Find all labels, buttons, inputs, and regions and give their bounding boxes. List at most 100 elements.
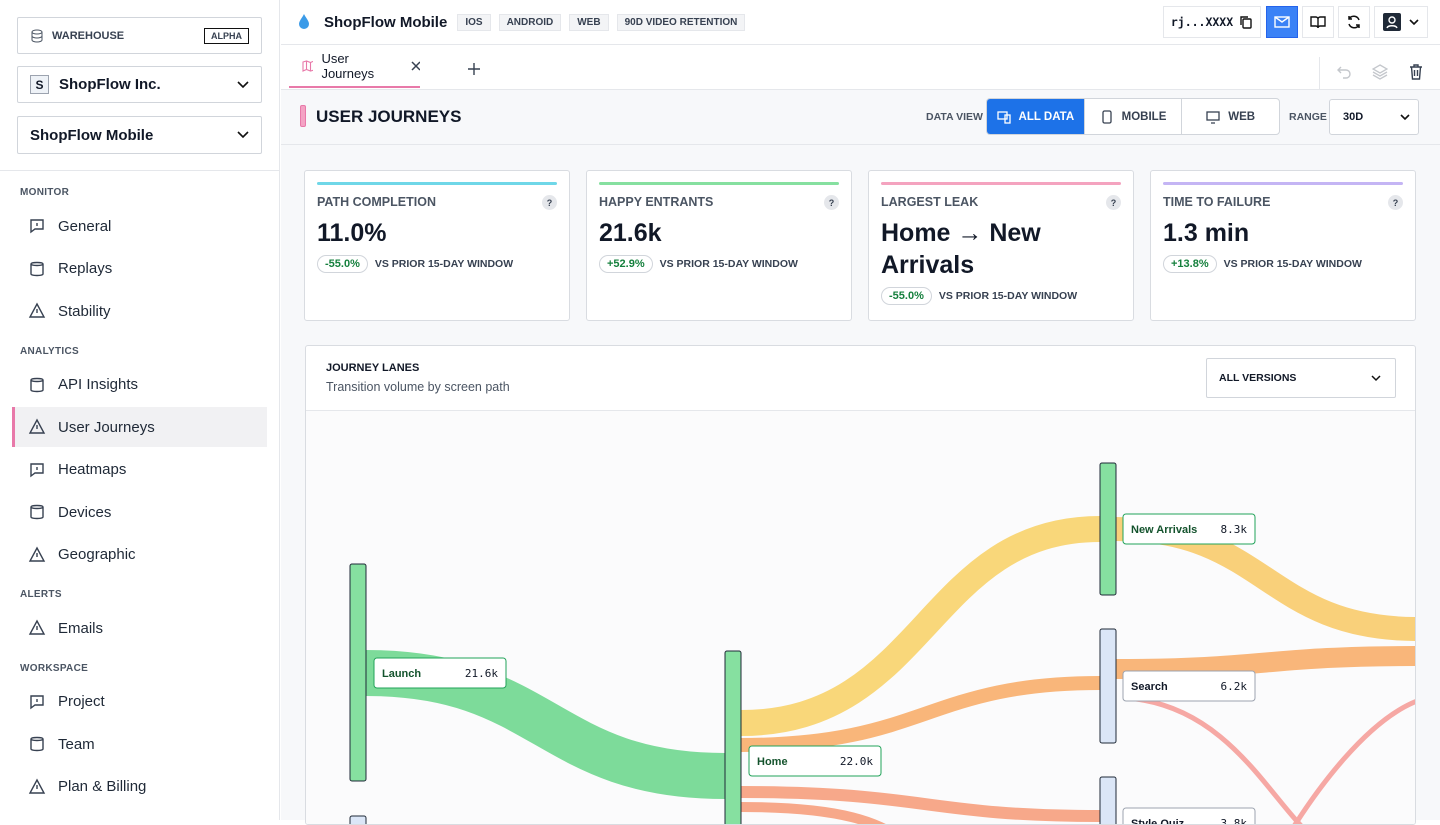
- nav-item[interactable]: General: [12, 206, 267, 246]
- card-accent: [599, 182, 839, 185]
- help-icon[interactable]: ?: [824, 195, 839, 210]
- warehouse-selector[interactable]: WAREHOUSE ALPHA: [17, 17, 262, 54]
- delta-pill: -55.0%: [881, 287, 932, 305]
- node-bar: [349, 563, 367, 782]
- version-filter[interactable]: ALL VERSIONS: [1206, 358, 1396, 398]
- nav-item[interactable]: Stability: [12, 291, 267, 331]
- map-icon: [302, 59, 314, 72]
- kpi-card: PATH COMPLETION? 11.0% -55.0% VS PRIOR 15-D…: [304, 170, 570, 321]
- card-label: TIME TO FAILURE: [1163, 195, 1271, 209]
- flow: [1115, 646, 1415, 679]
- icon: [28, 778, 46, 794]
- compare-text: VS PRIOR 15-DAY WINDOW: [374, 258, 514, 270]
- option-icon: [1206, 110, 1220, 124]
- icon: [996, 110, 1011, 124]
- toggle-option[interactable]: ALL DATA: [987, 99, 1084, 134]
- flow: [1292, 699, 1415, 824]
- icon: [30, 219, 44, 234]
- card-value: 11.0%: [317, 219, 387, 247]
- nav-item[interactable]: Project: [12, 682, 267, 722]
- delta-pill: +52.9%: [599, 255, 653, 273]
- node-name: Launch: [382, 668, 421, 680]
- range-select[interactable]: 30D: [1329, 99, 1419, 135]
- data-view-toggle: ALL DATA MOBILE WEB: [986, 98, 1280, 135]
- nav-item[interactable]: User Journeys: [12, 407, 267, 447]
- nav-label: Replays: [58, 260, 113, 277]
- nav-item[interactable]: Geographic: [12, 535, 267, 575]
- node-label[interactable]: Launch 21.6k: [373, 657, 507, 689]
- docs-button[interactable]: [1302, 6, 1334, 38]
- card-accent: [317, 182, 557, 185]
- help-icon[interactable]: ?: [542, 195, 557, 210]
- card-accent: [881, 182, 1121, 185]
- option-label: WEB: [1228, 110, 1256, 123]
- trash-icon[interactable]: [1409, 64, 1423, 80]
- tab[interactable]: User Journeys: [289, 45, 420, 88]
- nav-icon: [28, 778, 46, 796]
- compare-text: VS PRIOR 15-DAY WINDOW: [938, 290, 1078, 302]
- page-title: USER JOURNEYS: [316, 107, 462, 126]
- refresh-button[interactable]: [1338, 6, 1370, 38]
- icon: [28, 418, 46, 434]
- nav-item[interactable]: Plan & Billing: [12, 767, 267, 807]
- api-key[interactable]: rj...XXXX: [1163, 6, 1261, 38]
- close-icon[interactable]: [411, 60, 420, 71]
- card-label: PATH COMPLETION: [317, 195, 436, 209]
- nav-item[interactable]: Replays: [12, 249, 267, 289]
- card-delta-row: +52.9% VS PRIOR 15-DAY WINDOW: [599, 255, 839, 273]
- range-value: 30D: [1343, 111, 1364, 123]
- undo-icon[interactable]: [1337, 65, 1351, 79]
- icon: [28, 546, 46, 562]
- tab-bar: User Journeys: [281, 45, 1440, 90]
- nav-icon: [28, 461, 46, 479]
- nav-icon: [28, 503, 46, 521]
- tag: WEB: [569, 13, 609, 31]
- help-icon[interactable]: ?: [1106, 195, 1121, 210]
- project-selector[interactable]: ShopFlow Mobile: [17, 116, 262, 154]
- nav-item[interactable]: API Insights: [12, 365, 267, 405]
- icon: [1101, 109, 1112, 124]
- compare-text: VS PRIOR 15-DAY WINDOW: [659, 258, 798, 270]
- panel-header: JOURNEY LANES Transition volume by scree…: [306, 346, 1415, 411]
- mail-button[interactable]: [1266, 6, 1298, 38]
- add-tab[interactable]: [468, 63, 480, 75]
- nav-item[interactable]: Heatmaps: [12, 450, 267, 490]
- card-accent: [1163, 182, 1403, 185]
- layers-icon[interactable]: [1372, 64, 1388, 80]
- card-label-row: PATH COMPLETION?: [317, 195, 557, 210]
- nav-label: General: [58, 217, 112, 235]
- toggle-option[interactable]: MOBILE: [1083, 99, 1182, 134]
- kpi-card: TIME TO FAILURE? 1.3 min +13.8% VS PRIOR 15…: [1150, 170, 1416, 321]
- node-label[interactable]: Style Quiz 3.8k: [1122, 807, 1256, 825]
- icon: [1206, 110, 1220, 124]
- nav-item[interactable]: Emails: [12, 608, 267, 648]
- node-value: 22.0k: [840, 755, 873, 768]
- toggle-option[interactable]: WEB: [1181, 99, 1279, 134]
- user-menu[interactable]: [1374, 6, 1428, 38]
- copy-icon: [1240, 16, 1252, 29]
- nav-label: Team: [58, 735, 95, 753]
- option-icon: [1100, 109, 1114, 124]
- nav-item[interactable]: Devices: [12, 492, 267, 532]
- flow: [740, 516, 1101, 736]
- node-label[interactable]: Search 6.2k: [1122, 670, 1256, 702]
- logo: [299, 14, 309, 29]
- help-icon[interactable]: ?: [1388, 195, 1403, 210]
- nav-icon: [28, 376, 46, 394]
- nav-item[interactable]: Team: [12, 724, 267, 764]
- nav-label: API Insights: [58, 376, 139, 393]
- card-value: 21.6k: [599, 219, 662, 247]
- flow: [740, 676, 1101, 752]
- project-name: ShopFlow Mobile: [30, 126, 154, 144]
- accent: [300, 105, 306, 127]
- nav-label: Project: [58, 693, 105, 710]
- badge: ALPHA: [204, 27, 249, 44]
- node-bar: [1099, 628, 1117, 744]
- org-selector[interactable]: S ShopFlow Inc.: [17, 66, 262, 103]
- refresh-icon: [1348, 15, 1360, 29]
- node-label[interactable]: New Arrivals 8.3k: [1122, 513, 1256, 545]
- node-label[interactable]: Home 22.0k: [748, 745, 882, 777]
- icon: [30, 736, 44, 752]
- card-delta-row: +13.8% VS PRIOR 15-DAY WINDOW: [1163, 255, 1403, 273]
